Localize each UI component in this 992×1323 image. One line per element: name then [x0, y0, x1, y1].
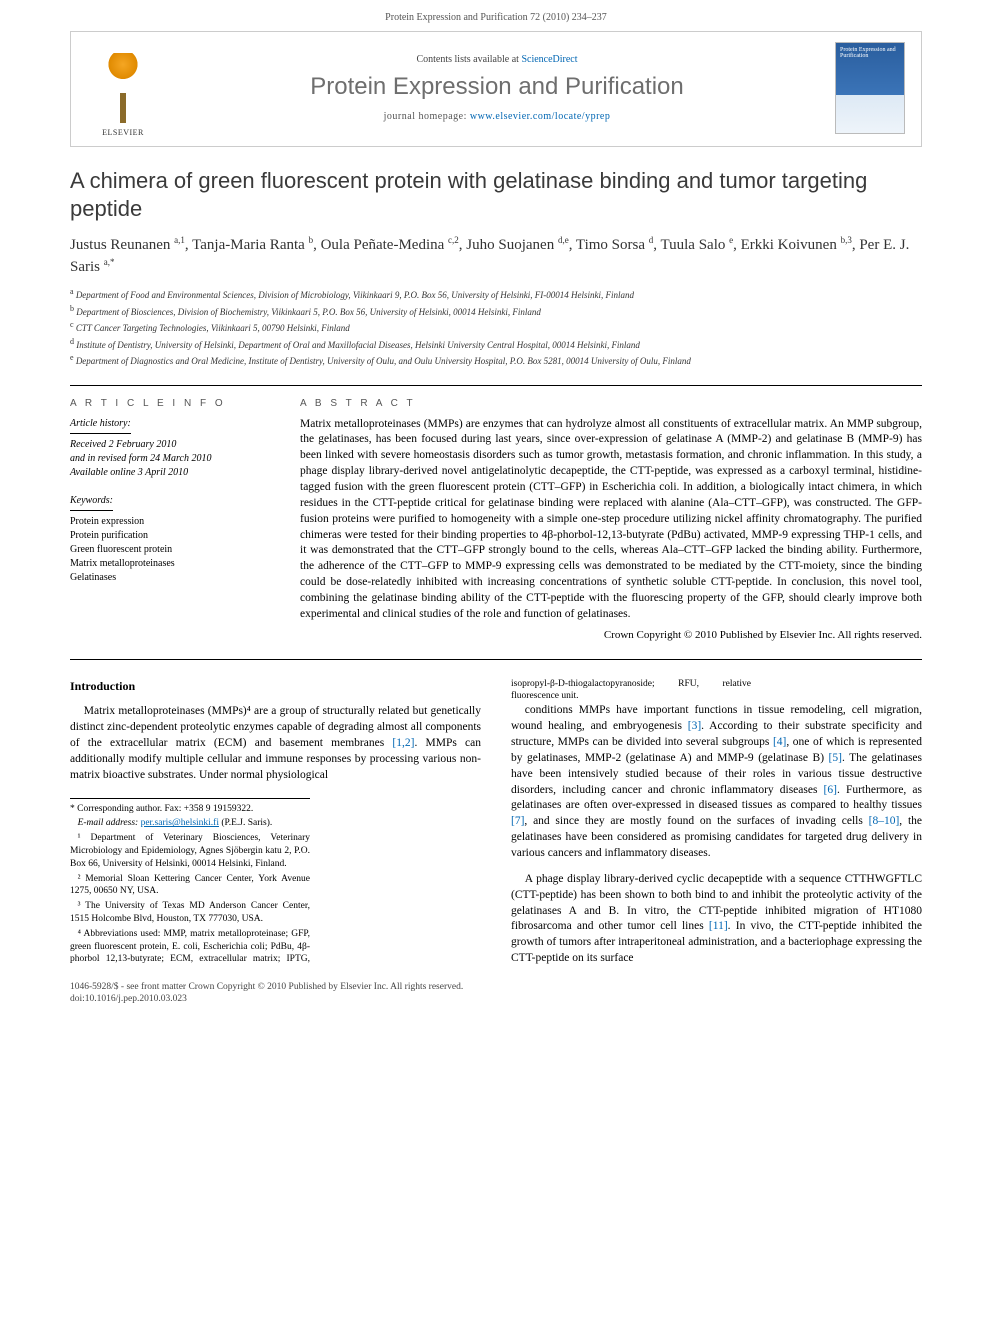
journal-header-box: Contents lists available at ScienceDirec… [70, 31, 922, 147]
issn-line: 1046-5928/$ - see front matter Crown Cop… [70, 981, 922, 993]
citation-link[interactable]: [11] [709, 920, 728, 932]
sciencedirect-link[interactable]: ScienceDirect [521, 54, 577, 65]
history-line: Received 2 February 2010 [70, 438, 270, 452]
history-line: and in revised form 24 March 2010 [70, 452, 270, 466]
affiliation-list: a Department of Food and Environmental S… [70, 286, 922, 369]
journal-cover-thumbnail: Protein Expression and Purification [835, 42, 905, 134]
affiliation-line: d Institute of Dentistry, University of … [70, 336, 922, 353]
publisher-logo [87, 53, 159, 123]
history-line: Available online 3 April 2010 [70, 466, 270, 480]
citation-link[interactable]: [5] [829, 752, 842, 764]
email-link[interactable]: per.saris@helsinki.fi [141, 818, 219, 828]
homepage-prefix: journal homepage: [384, 111, 470, 122]
contents-available-line: Contents lists available at ScienceDirec… [177, 54, 817, 65]
body-paragraph: Matrix metalloproteinases (MMPs)⁴ are a … [70, 704, 481, 783]
abstract-copyright: Crown Copyright © 2010 Published by Else… [300, 629, 922, 641]
keyword-line: Protein expression [70, 515, 270, 529]
abstract-heading: A B S T R A C T [300, 398, 922, 409]
keywords-heading: Keywords: [70, 494, 113, 511]
keyword-line: Protein purification [70, 529, 270, 543]
abstract-column: A B S T R A C T Matrix metalloproteinase… [300, 398, 922, 641]
email-author-name: (P.E.J. Saris). [221, 818, 272, 828]
article-info-heading: A R T I C L E I N F O [70, 398, 270, 409]
footnote-2: ² Memorial Sloan Kettering Cancer Center… [70, 873, 310, 899]
article-title: A chimera of green fluorescent protein w… [70, 167, 922, 222]
corresponding-author-note: * Corresponding author. Fax: +358 9 1915… [70, 803, 310, 816]
affiliation-line: a Department of Food and Environmental S… [70, 286, 922, 303]
homepage-link[interactable]: www.elsevier.com/locate/yprep [470, 111, 610, 122]
contents-prefix: Contents lists available at [416, 54, 521, 65]
affiliation-line: e Department of Diagnostics and Oral Med… [70, 352, 922, 369]
running-header: Protein Expression and Purification 72 (… [0, 0, 992, 31]
article-info-column: A R T I C L E I N F O Article history: R… [70, 398, 270, 641]
journal-homepage-line: journal homepage: www.elsevier.com/locat… [177, 111, 817, 122]
author-list: Justus Reunanen a,1, Tanja-Maria Ranta b… [70, 234, 922, 278]
body-paragraph: A phage display library-derived cyclic d… [511, 872, 922, 967]
email-label: E-mail address: [78, 818, 139, 828]
doi-line: doi:10.1016/j.pep.2010.03.023 [70, 993, 922, 1005]
citation-link[interactable]: [1,2] [392, 737, 414, 749]
keyword-line: Matrix metalloproteinases [70, 557, 270, 571]
footnote-1: ¹ Department of Veterinary Biosciences, … [70, 832, 310, 870]
citation-link[interactable]: [3] [688, 720, 701, 732]
article-history-heading: Article history: [70, 417, 131, 434]
footnote-3: ³ The University of Texas MD Anderson Ca… [70, 900, 310, 926]
section-heading-introduction: Introduction [70, 678, 481, 695]
affiliation-line: b Department of Biosciences, Division of… [70, 303, 922, 320]
cover-title-text: Protein Expression and Purification [840, 47, 896, 59]
abstract-text: Matrix metalloproteinases (MMPs) are enz… [300, 417, 922, 623]
body-text-columns: Introduction Matrix metalloproteinases (… [70, 678, 922, 973]
citation-link[interactable]: [4] [773, 736, 786, 748]
elsevier-tree-icon [94, 53, 152, 123]
body-paragraph: conditions MMPs have important functions… [511, 703, 922, 862]
citation-link[interactable]: [8–10] [869, 815, 900, 827]
keyword-line: Green fluorescent protein [70, 543, 270, 557]
journal-title: Protein Expression and Purification [177, 73, 817, 101]
citation-link[interactable]: [7] [511, 815, 524, 827]
email-line: E-mail address: per.saris@helsinki.fi (P… [70, 817, 310, 830]
affiliation-line: c CTT Cancer Targeting Technologies, Vii… [70, 319, 922, 336]
page-footer: 1046-5928/$ - see front matter Crown Cop… [0, 973, 992, 1026]
keyword-line: Gelatinases [70, 571, 270, 585]
citation-link[interactable]: [6] [824, 784, 837, 796]
section-divider [70, 659, 922, 660]
